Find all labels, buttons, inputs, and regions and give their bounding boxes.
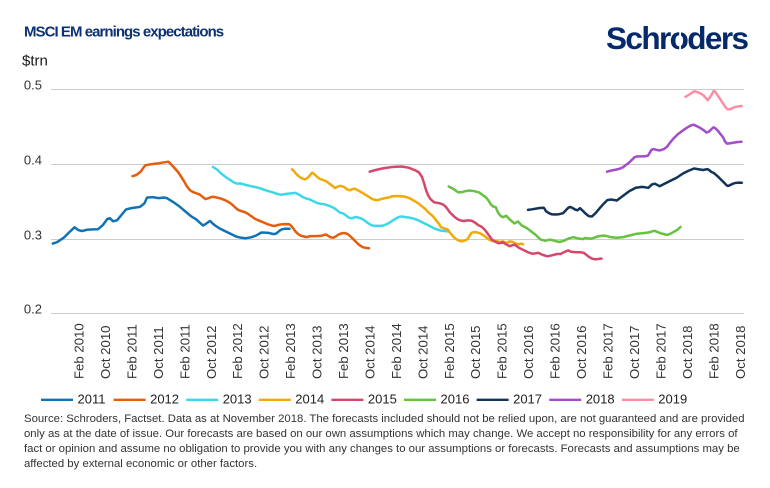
svg-text:2012: 2012 [150,392,179,407]
svg-text:Oct 2018: Oct 2018 [733,325,748,379]
svg-text:Feb 2011: Feb 2011 [177,324,192,379]
svg-text:Oct 2016: Oct 2016 [574,325,589,379]
svg-text:Oct 2014: Oct 2014 [415,325,430,379]
svg-text:Oct 2011: Oct 2011 [151,326,166,379]
svg-text:Oct 2013: Oct 2013 [310,325,325,379]
svg-text:Feb 2011: Feb 2011 [124,324,139,379]
svg-text:2011: 2011 [78,392,106,407]
svg-text:Source: Schroders, Factset. Da: Source: Schroders, Factset. Data as at N… [24,413,745,425]
svg-text:Feb 2015: Feb 2015 [442,323,457,379]
svg-text:0.3: 0.3 [24,228,42,243]
svg-text:Feb 2016: Feb 2016 [548,323,563,379]
svg-text:Oct 2012: Oct 2012 [204,325,219,379]
svg-text:0.4: 0.4 [24,153,42,168]
svg-text:2018: 2018 [586,392,615,407]
svg-text:Feb 2012: Feb 2012 [230,323,245,379]
svg-text:2016: 2016 [441,392,470,407]
svg-text:Feb 2013: Feb 2013 [336,323,351,379]
svg-text:0.5: 0.5 [24,78,42,93]
svg-text:Oct 2014: Oct 2014 [362,325,377,379]
svg-text:Oct 2012: Oct 2012 [257,325,272,379]
svg-text:Oct 2016: Oct 2016 [521,325,536,379]
svg-text:MSCI EM earnings expectations: MSCI EM earnings expectations [24,24,224,41]
svg-text:2014: 2014 [295,392,324,407]
svg-text:Oct 2010: Oct 2010 [98,325,113,379]
svg-text:2017: 2017 [513,392,542,407]
svg-text:Feb 2013: Feb 2013 [283,323,298,379]
svg-text:$trn: $trn [22,53,48,70]
svg-text:Feb 2017: Feb 2017 [601,323,616,379]
svg-text:Feb 2018: Feb 2018 [706,323,721,379]
svg-text:Oct 2018: Oct 2018 [680,325,695,379]
svg-text:Feb 2017: Feb 2017 [653,323,668,379]
svg-text:Feb 2010: Feb 2010 [72,323,87,379]
svg-text:0.2: 0.2 [24,302,42,317]
svg-text:Oct 2015: Oct 2015 [468,325,483,379]
svg-text:fact or opinion and assume no: fact or opinion and assume no obligation… [24,443,740,455]
svg-text:Oct 2017: Oct 2017 [627,325,642,379]
svg-text:Schroders: Schroders [606,20,748,56]
svg-text:only as at the date of issue.: only as at the date of issue. Our foreca… [24,428,738,440]
svg-text:2019: 2019 [658,392,687,407]
svg-text:Feb 2015: Feb 2015 [495,323,510,379]
svg-text:2015: 2015 [368,392,397,407]
svg-text:Feb 2014: Feb 2014 [389,323,404,379]
svg-text:2013: 2013 [223,392,252,407]
svg-text:affected by external economic: affected by external economic or other f… [24,458,257,470]
